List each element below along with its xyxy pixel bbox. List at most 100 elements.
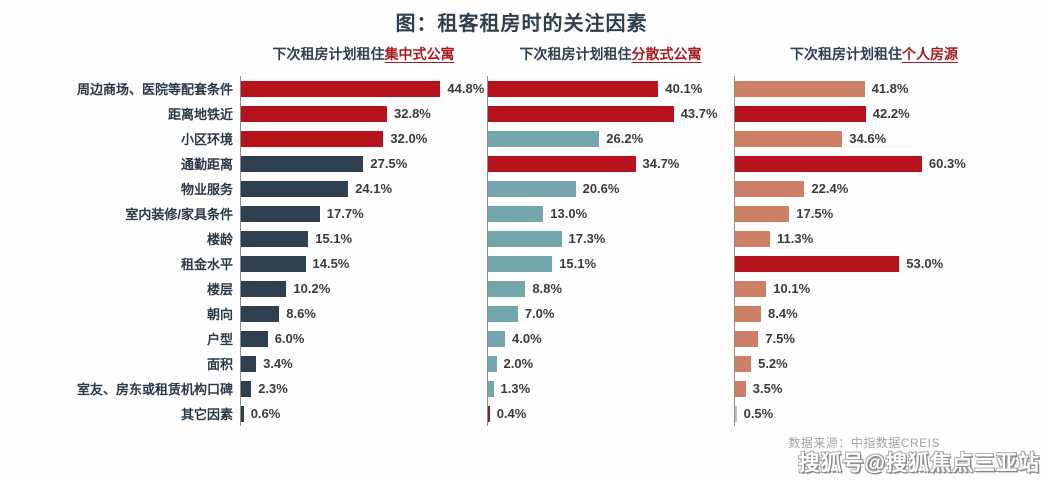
bar <box>488 255 553 272</box>
bar-row: 20.6% <box>488 176 734 201</box>
bar-row: 10.2% <box>241 276 487 301</box>
bar <box>241 305 280 322</box>
bar-row: 42.2% <box>735 101 1014 126</box>
bar-row: 4.0% <box>488 326 734 351</box>
bar <box>735 130 843 147</box>
bar <box>735 305 761 322</box>
watermark: 搜狐号@搜狐焦点三亚站 <box>798 452 1040 475</box>
panel-header-prefix: 下次租房计划租住 <box>790 46 902 62</box>
bar-value-label: 15.1% <box>315 231 353 246</box>
bar-value-label: 53.0% <box>906 256 944 271</box>
bar <box>488 130 600 147</box>
bar-value-label: 44.8% <box>447 81 485 96</box>
bar-row: 11.3% <box>735 226 1014 251</box>
bar-row: 40.1% <box>488 76 734 101</box>
header-spacer <box>0 44 240 64</box>
category-label: 小区环境 <box>180 132 233 147</box>
bar <box>735 80 865 97</box>
bar-value-label: 11.3% <box>777 231 814 246</box>
bar-row: 15.1% <box>241 226 487 251</box>
category-label: 其它因素 <box>180 407 233 422</box>
bar-value-label: 10.1% <box>773 281 811 296</box>
bar-row: 17.7% <box>241 201 487 226</box>
bar <box>241 405 244 422</box>
bar-row: 44.8% <box>241 76 487 101</box>
bar <box>241 105 387 122</box>
panel-headers: 下次租房计划租住集中式公寓 下次租房计划租住分散式公寓 下次租房计划租住个人房源 <box>0 44 1043 64</box>
bar-value-label: 3.4% <box>263 356 293 371</box>
bar <box>735 380 746 397</box>
category-label: 楼层 <box>206 282 233 297</box>
bar <box>735 280 767 297</box>
bar-row: 22.4% <box>735 176 1014 201</box>
bar <box>735 355 752 372</box>
bar-value-label: 2.3% <box>258 381 288 396</box>
bar-value-label: 17.3% <box>568 231 606 246</box>
bar <box>241 230 309 247</box>
bar <box>241 355 257 372</box>
bar-row: 7.0% <box>488 301 734 326</box>
bar-row: 1.3% <box>488 376 734 401</box>
page-title: 图：租客租房时的关注因素 <box>395 13 648 35</box>
bar <box>488 230 562 247</box>
bar <box>488 205 544 222</box>
bar-value-label: 8.8% <box>532 281 563 296</box>
bar-row: 32.0% <box>241 126 487 151</box>
category-label: 楼龄 <box>206 232 233 247</box>
bar-row: 32.8% <box>241 101 487 126</box>
bar-value-label: 4.0% <box>512 331 542 346</box>
bar <box>488 405 490 422</box>
bar-value-label: 22.4% <box>811 181 849 196</box>
category-label: 室友、房东或租赁机构口碑 <box>76 382 233 397</box>
bar-row: 24.1% <box>241 176 487 201</box>
bar-row: 60.3% <box>735 151 1014 176</box>
bar-row: 0.6% <box>241 401 487 426</box>
bar-row: 8.6% <box>241 301 487 326</box>
bar-value-label: 8.4% <box>768 306 798 321</box>
bar-row: 2.3% <box>241 376 487 401</box>
bar-row: 7.5% <box>735 326 1014 351</box>
panel-header-0: 下次租房计划租住集中式公寓 <box>240 44 487 64</box>
bar-chart: 周边商场、医院等配套条件 距离地铁近 小区环境 通勤距离 物业服务 室内装修/家具条件 楼龄… <box>0 76 1014 426</box>
bar-value-label: 24.1% <box>355 181 393 196</box>
bar-row: 27.5% <box>241 151 487 176</box>
bar <box>241 255 306 272</box>
bar <box>241 205 320 222</box>
bar <box>735 180 805 197</box>
category-label: 物业服务 <box>180 182 233 197</box>
bar-value-label: 7.0% <box>524 306 555 321</box>
bar <box>735 155 922 172</box>
bar <box>735 205 790 222</box>
bar-row: 17.3% <box>488 226 734 251</box>
panel-header-prefix: 下次租房计划租住 <box>519 46 632 62</box>
bar <box>241 330 268 347</box>
category-label: 面积 <box>206 357 233 372</box>
bar-row: 43.7% <box>488 101 734 126</box>
bar <box>241 130 384 147</box>
bar-value-label: 15.1% <box>559 256 597 271</box>
bar-row: 5.2% <box>735 351 1014 376</box>
bar <box>735 105 866 122</box>
bar <box>488 280 526 297</box>
bar-row: 41.8% <box>735 76 1014 101</box>
bar-row: 6.0% <box>241 326 487 351</box>
bar-row: 0.4% <box>488 401 734 426</box>
bar-value-label: 1.3% <box>500 381 531 396</box>
bar-value-label: 26.2% <box>606 131 644 146</box>
bar-value-label: 17.5% <box>796 206 834 221</box>
bar-value-label: 34.7% <box>642 156 680 171</box>
category-label: 周边商场、医院等配套条件 <box>76 82 233 97</box>
panel-header-highlight: 集中式公寓 <box>384 46 455 62</box>
bar-value-label: 0.4% <box>496 406 527 421</box>
bar-value-label: 43.7% <box>680 106 718 121</box>
bar-row: 10.1% <box>735 276 1014 301</box>
bar-row: 8.8% <box>488 276 734 301</box>
bar <box>488 305 518 322</box>
bar <box>488 380 494 397</box>
bar-row: 3.4% <box>241 351 487 376</box>
category-label: 距离地铁近 <box>167 107 233 122</box>
category-label: 租金水平 <box>180 257 233 272</box>
bar-row: 14.5% <box>241 251 487 276</box>
bar-value-label: 32.0% <box>390 131 428 146</box>
